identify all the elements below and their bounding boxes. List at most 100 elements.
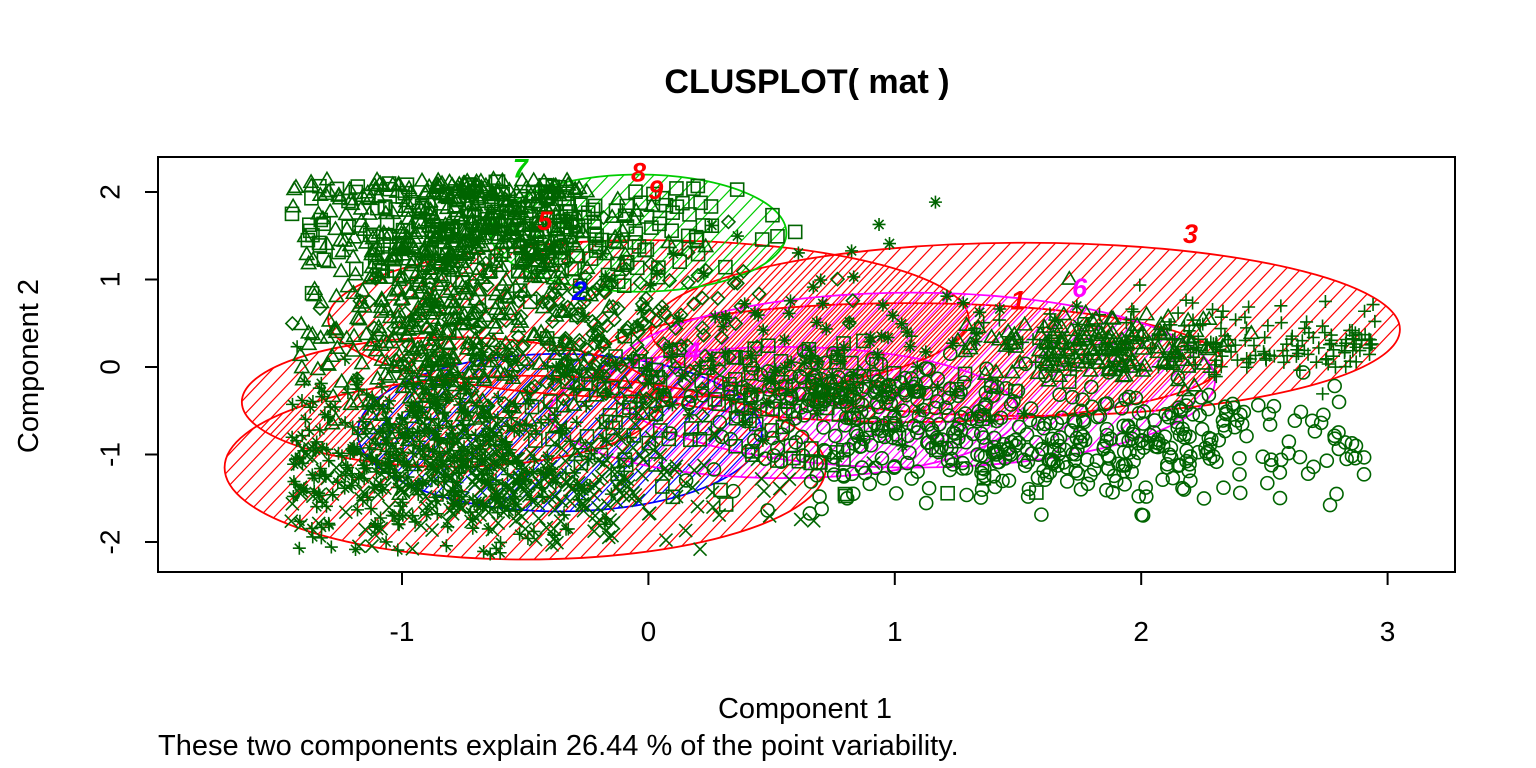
data-point-circle	[695, 387, 711, 403]
data-point-diamond	[556, 362, 572, 379]
data-point-triangle	[323, 347, 341, 363]
data-point-square	[484, 195, 499, 211]
hatch-line	[133, 238, 286, 400]
data-point-x	[295, 441, 310, 456]
data-point-triangle	[1151, 325, 1170, 341]
data-point-diamond	[413, 344, 429, 360]
data-point-diamond	[599, 352, 616, 368]
data-point-triangle	[353, 354, 371, 370]
data-point-triangle	[306, 280, 324, 296]
data-point-circle	[1179, 453, 1194, 469]
data-point-triangle	[457, 293, 475, 308]
data-point-circle	[1017, 458, 1033, 474]
data-point-square	[399, 177, 415, 192]
data-point-diamond	[400, 350, 416, 366]
data-point-triangle	[451, 272, 469, 288]
data-point-triangle	[319, 253, 338, 269]
data-point-x	[693, 542, 708, 557]
data-point-diamond	[643, 256, 659, 272]
data-point-cross	[493, 546, 507, 560]
data-point-square	[618, 457, 634, 473]
data-point-triangle	[1053, 329, 1071, 345]
data-point-triangle	[440, 335, 458, 351]
data-point-circle	[1001, 473, 1017, 488]
data-point-triangle	[492, 257, 510, 273]
data-point-circle	[902, 445, 917, 461]
data-point-circle	[1018, 356, 1033, 372]
data-point-square	[608, 415, 623, 430]
hatch-line	[1429, 241, 1536, 418]
data-point-square	[730, 398, 746, 414]
data-point-square	[545, 179, 561, 195]
data-point-diamond	[632, 275, 648, 291]
data-point-cross	[364, 502, 378, 516]
hatch-line	[948, 242, 1119, 416]
data-point-cross	[428, 490, 442, 504]
data-point-triangle	[1077, 303, 1095, 319]
data-point-asterisk	[656, 385, 670, 399]
data-point-plus	[1133, 278, 1147, 292]
data-point-circle	[1021, 481, 1037, 497]
data-point-x	[312, 487, 327, 502]
data-point-square	[395, 189, 410, 205]
hatch-line	[1143, 242, 1314, 416]
data-point-circle	[921, 480, 937, 496]
data-point-square	[745, 447, 760, 463]
data-point-x	[448, 462, 463, 477]
data-point-square	[692, 432, 708, 447]
data-point-circle	[854, 460, 870, 475]
data-point-x	[340, 479, 355, 494]
hatch-line	[826, 173, 941, 294]
data-point-square	[450, 210, 466, 226]
data-point-circle	[1020, 454, 1036, 470]
data-point-asterisk	[605, 273, 619, 287]
data-point-circle	[802, 506, 818, 521]
data-point-triangle	[292, 315, 310, 331]
data-point-triangle	[459, 365, 477, 380]
data-point-circle	[1052, 430, 1068, 445]
data-point-diamond	[312, 300, 328, 317]
data-point-circle	[1182, 456, 1197, 472]
data-point-square	[778, 379, 793, 395]
data-point-x	[325, 486, 340, 502]
data-point-diamond	[544, 313, 561, 330]
data-point-diamond	[550, 291, 566, 308]
hatch-line	[522, 240, 677, 398]
data-point-circle	[929, 432, 945, 448]
data-point-x	[518, 521, 533, 537]
data-point-x	[399, 506, 414, 522]
data-point-triangle	[455, 306, 473, 322]
x-axis-label: Component 1	[718, 693, 892, 725]
data-point-triangle	[399, 431, 417, 447]
data-point-diamond	[504, 350, 520, 366]
data-point-diamond	[438, 261, 454, 277]
data-point-triangle	[553, 302, 571, 318]
hatch-line	[1098, 242, 1269, 416]
data-point-triangle	[311, 186, 329, 201]
data-point-triangle	[415, 362, 433, 378]
data-point-square	[669, 181, 684, 196]
data-point-square	[382, 229, 397, 244]
data-point-x	[392, 467, 408, 482]
data-point-square	[370, 200, 385, 216]
data-point-diamond	[398, 364, 414, 380]
data-point-triangle	[445, 376, 464, 392]
data-point-asterisk	[693, 359, 707, 373]
data-point-plus	[1316, 387, 1330, 401]
data-point-x	[382, 500, 397, 515]
data-point-square	[610, 466, 625, 482]
data-point-triangle	[547, 417, 565, 433]
data-point-asterisk	[634, 303, 648, 317]
data-point-square	[530, 197, 546, 212]
data-point-diamond	[713, 329, 730, 346]
data-point-x	[311, 516, 326, 531]
hatch-line	[591, 375, 771, 560]
hatch-line	[441, 375, 621, 560]
data-point-circle	[1125, 424, 1141, 439]
data-point-plus	[1249, 348, 1263, 362]
data-point-cross	[503, 443, 517, 457]
data-point-square	[728, 372, 743, 387]
data-point-circle	[826, 345, 841, 361]
data-point-circle	[1124, 464, 1139, 479]
data-point-circle	[1262, 417, 1278, 432]
